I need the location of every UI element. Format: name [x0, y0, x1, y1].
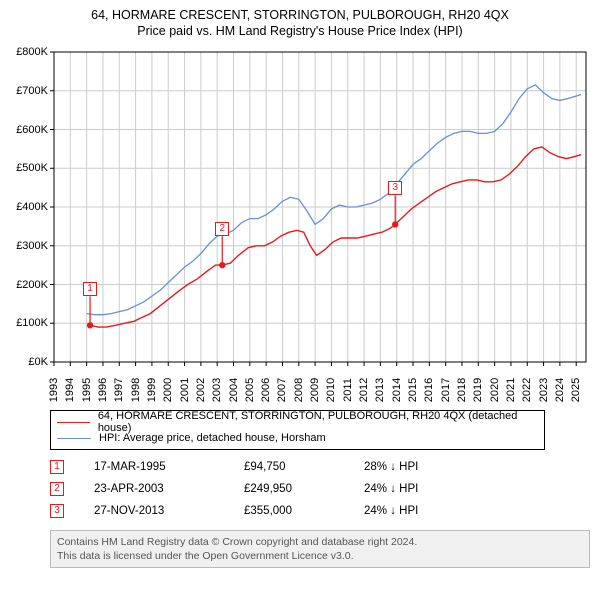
x-axis-tick-label: 2010 — [325, 378, 337, 402]
y-axis-tick-label: £500K — [16, 162, 48, 174]
x-axis-tick-label: 2018 — [456, 378, 468, 402]
x-axis-tick-label: 2009 — [309, 378, 321, 402]
sale-marker-box: 2 — [215, 222, 229, 236]
y-axis-tick-label: £800K — [16, 46, 48, 58]
sale-pct-vs-hpi: 24% ↓ HPI — [364, 483, 474, 495]
x-axis-tick-label: 2024 — [554, 378, 566, 402]
legend-swatch — [57, 438, 91, 439]
chart-svg — [10, 44, 590, 404]
y-axis-tick-label: £400K — [16, 201, 48, 213]
sale-date: 23-APR-2003 — [94, 483, 244, 495]
x-axis-tick-label: 2003 — [211, 378, 223, 402]
x-axis-tick-label: 2021 — [505, 378, 517, 402]
sale-row: 2 23-APR-2003£249,95024% ↓ HPI — [50, 478, 590, 500]
x-axis-tick-label: 1996 — [97, 378, 109, 402]
x-axis-tick-label: 1997 — [113, 378, 125, 402]
x-axis-tick-label: 1998 — [130, 378, 142, 402]
x-axis-tick-label: 2001 — [179, 378, 191, 402]
sale-date: 17-MAR-1995 — [94, 461, 244, 473]
sale-price: £94,750 — [244, 461, 364, 473]
x-axis-tick-label: 2013 — [374, 378, 386, 402]
sale-row: 3 27-NOV-2013£355,00024% ↓ HPI — [50, 500, 590, 522]
legend-swatch — [57, 422, 90, 423]
title-address: 64, HORMARE CRESCENT, STORRINGTON, PULBO… — [10, 8, 590, 22]
footer-line-2: This data is licensed under the Open Gov… — [57, 549, 583, 563]
sale-index-box: 3 — [50, 504, 64, 518]
x-axis-tick-label: 2015 — [407, 378, 419, 402]
footer-attribution: Contains HM Land Registry data © Crown c… — [50, 530, 590, 568]
x-axis-tick-label: 2016 — [423, 378, 435, 402]
footer-line-1: Contains HM Land Registry data © Crown c… — [57, 535, 583, 549]
chart-area: £0K £100K £200K £300K £400K £500K £600K £700K £8… — [10, 44, 590, 404]
y-axis-tick-label: £700K — [16, 85, 48, 97]
x-axis-tick-label: 2025 — [570, 378, 582, 402]
sale-row: 1 17-MAR-1995£94,75028% ↓ HPI — [50, 456, 590, 478]
x-axis-tick-label: 2008 — [293, 378, 305, 402]
sale-price: £355,000 — [244, 505, 364, 517]
y-axis-tick-label: £300K — [16, 240, 48, 252]
y-axis-tick-label: £0K — [28, 356, 48, 368]
x-axis-tick-label: 1993 — [48, 378, 60, 402]
x-axis-tick-label: 2005 — [244, 378, 256, 402]
y-axis-tick-label: £100K — [16, 317, 48, 329]
sale-date: 27-NOV-2013 — [94, 505, 244, 517]
x-axis-tick-label: 2006 — [260, 378, 272, 402]
x-axis-tick-label: 2002 — [195, 378, 207, 402]
legend-label: 64, HORMARE CRESCENT, STORRINGTON, PULBO… — [98, 410, 538, 434]
x-axis-tick-label: 2000 — [162, 378, 174, 402]
y-axis-tick-label: £200K — [16, 279, 48, 291]
x-axis-tick-label: 1994 — [64, 378, 76, 402]
sale-marker-box: 3 — [388, 181, 402, 195]
sale-price: £249,950 — [244, 483, 364, 495]
x-axis-tick-label: 2007 — [276, 378, 288, 402]
x-axis-tick-label: 1995 — [81, 378, 93, 402]
x-axis-tick-label: 2020 — [489, 378, 501, 402]
legend-label: HPI: Average price, detached house, Hors… — [99, 432, 326, 444]
x-axis-tick-label: 1999 — [146, 378, 158, 402]
legend-row: 64, HORMARE CRESCENT, STORRINGTON, PULBO… — [57, 414, 538, 430]
x-axis-tick-label: 2011 — [342, 378, 354, 402]
y-axis-tick-label: £600K — [16, 124, 48, 136]
x-axis-tick-label: 2019 — [472, 378, 484, 402]
sales-table: 1 17-MAR-1995£94,75028% ↓ HPI 2 23-APR-2003… — [50, 456, 590, 522]
x-axis-tick-label: 2004 — [228, 378, 240, 402]
x-axis-tick-label: 2014 — [391, 378, 403, 402]
title-subtitle: Price paid vs. HM Land Registry's House … — [10, 24, 590, 38]
legend-box: 64, HORMARE CRESCENT, STORRINGTON, PULBO… — [50, 410, 545, 450]
sale-index-box: 1 — [50, 460, 64, 474]
title-block: 64, HORMARE CRESCENT, STORRINGTON, PULBO… — [10, 8, 590, 38]
x-axis-tick-label: 2012 — [358, 378, 370, 402]
sale-index-box: 2 — [50, 482, 64, 496]
x-axis-tick-label: 2023 — [538, 378, 550, 402]
sale-marker-box: 1 — [83, 282, 97, 296]
x-axis-tick-label: 2022 — [521, 378, 533, 402]
sale-pct-vs-hpi: 24% ↓ HPI — [364, 505, 474, 517]
x-axis-tick-label: 2017 — [440, 378, 452, 402]
sale-pct-vs-hpi: 28% ↓ HPI — [364, 461, 474, 473]
chart-container: 64, HORMARE CRESCENT, STORRINGTON, PULBO… — [0, 0, 600, 574]
